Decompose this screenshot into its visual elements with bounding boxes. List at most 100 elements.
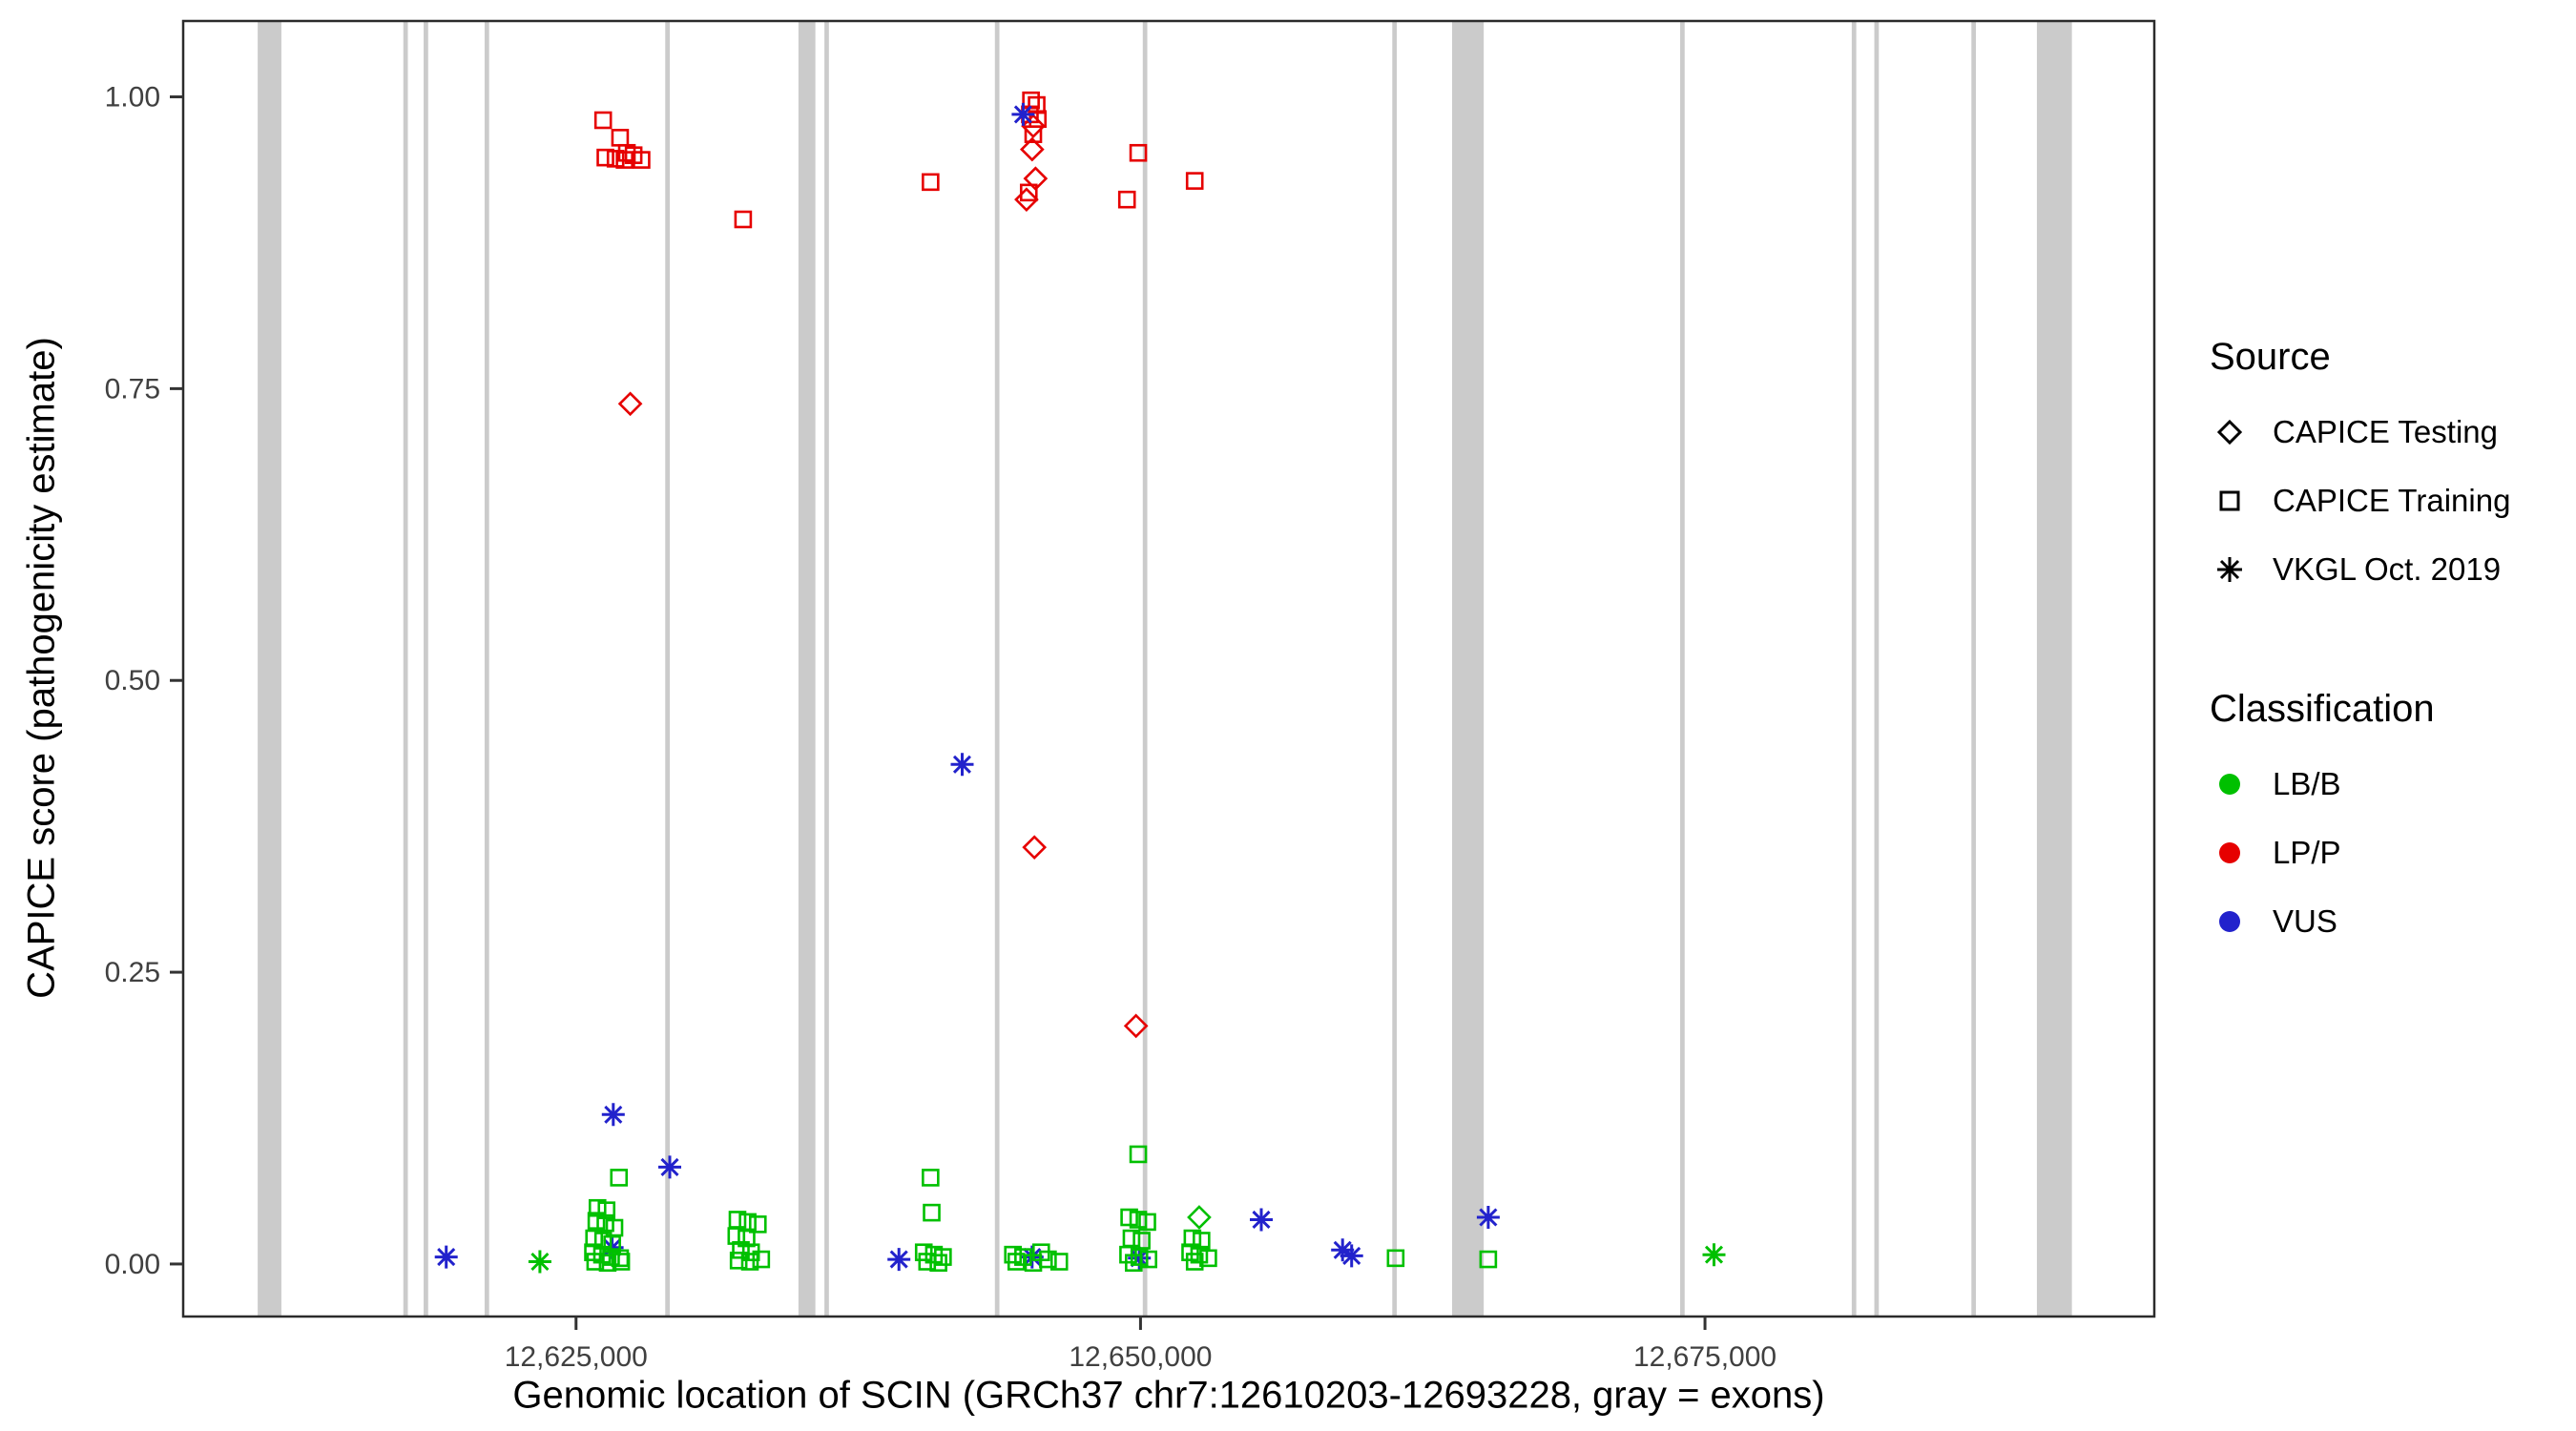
y-tick-label: 0.00 bbox=[105, 1249, 160, 1280]
exon-band bbox=[403, 21, 408, 1317]
blue-dot-icon bbox=[2210, 902, 2250, 942]
data-point-square bbox=[597, 1201, 616, 1219]
data-point-square bbox=[1138, 1213, 1156, 1232]
legend-item-label: LB/B bbox=[2273, 766, 2341, 801]
data-point-asterisk bbox=[1011, 102, 1035, 126]
data-point-asterisk bbox=[1250, 1208, 1273, 1232]
legend-item-label: CAPICE Training bbox=[2273, 483, 2511, 518]
data-point-asterisk bbox=[1020, 1245, 1044, 1269]
data-point-square bbox=[1479, 1250, 1498, 1269]
exon-band bbox=[994, 21, 1000, 1317]
data-point-diamond bbox=[1022, 835, 1048, 861]
y-tick-label: 0.25 bbox=[105, 957, 160, 988]
data-point-asterisk bbox=[601, 1103, 625, 1127]
data-point-square bbox=[1117, 190, 1136, 209]
exon-band bbox=[484, 21, 489, 1317]
data-point-square bbox=[586, 1253, 605, 1271]
data-point-square bbox=[598, 1254, 617, 1273]
exon-band bbox=[1874, 21, 1880, 1317]
data-point-asterisk bbox=[1331, 1238, 1355, 1262]
data-point-square bbox=[1129, 1145, 1148, 1164]
y-tick-label: 0.50 bbox=[105, 665, 160, 696]
data-point-square bbox=[584, 1243, 602, 1262]
y-tick-label: 0.75 bbox=[105, 373, 160, 404]
data-point-diamond bbox=[1187, 1205, 1212, 1230]
legend-item-label: LP/P bbox=[2273, 835, 2341, 870]
data-point-square bbox=[1125, 1254, 1143, 1273]
x-tick-label: 12,625,000 bbox=[505, 1341, 648, 1373]
data-point-square bbox=[752, 1250, 771, 1269]
exon-band bbox=[665, 21, 670, 1317]
data-point-diamond bbox=[1014, 187, 1039, 213]
exon-band bbox=[1971, 21, 1977, 1317]
legend-item-lpp: LP/P bbox=[2210, 819, 2510, 887]
data-point-square bbox=[596, 148, 614, 167]
data-point-square bbox=[1193, 1232, 1211, 1250]
legend-item-capice-testing: CAPICE Testing bbox=[2210, 398, 2510, 467]
x-tick-label: 12,650,000 bbox=[1069, 1341, 1212, 1373]
data-point-square bbox=[737, 1229, 756, 1248]
data-point-diamond bbox=[1123, 1013, 1149, 1039]
data-point-square bbox=[593, 111, 613, 130]
data-point-square bbox=[729, 1251, 748, 1270]
data-point-diamond bbox=[1021, 114, 1046, 138]
exon-band bbox=[824, 21, 829, 1317]
data-point-square bbox=[611, 129, 630, 147]
data-point-square bbox=[929, 1254, 947, 1273]
data-point-square bbox=[748, 1215, 767, 1234]
data-point-square bbox=[918, 1253, 937, 1271]
data-point-square bbox=[1024, 125, 1043, 143]
data-point-asterisk bbox=[434, 1245, 458, 1269]
data-point-square bbox=[606, 150, 625, 168]
data-point-asterisk bbox=[528, 1250, 551, 1274]
data-point-square bbox=[1024, 1254, 1043, 1273]
y-axis-title: CAPICE score (pathogenicity estimate) bbox=[20, 337, 63, 999]
data-point-square bbox=[922, 173, 940, 192]
exon-band bbox=[1452, 21, 1485, 1317]
plot-panel bbox=[181, 19, 2156, 1318]
exon-band bbox=[424, 21, 428, 1317]
exon-band bbox=[1851, 21, 1857, 1317]
data-point-asterisk bbox=[1702, 1243, 1726, 1267]
data-point-asterisk bbox=[887, 1248, 911, 1272]
data-point-square bbox=[923, 1203, 941, 1222]
data-point-square bbox=[596, 1213, 614, 1233]
legend-item-label: VKGL Oct. 2019 bbox=[2273, 551, 2502, 587]
exon-band bbox=[798, 21, 816, 1317]
red-dot-icon bbox=[2210, 833, 2250, 873]
exon-band bbox=[258, 21, 281, 1317]
data-point-square bbox=[734, 210, 753, 229]
exon-band bbox=[1142, 21, 1148, 1317]
legend-source-block: Source CAPICE Testing CAPICE Training bbox=[2210, 336, 2510, 604]
data-point-square bbox=[612, 1253, 631, 1271]
data-point-asterisk bbox=[600, 1235, 624, 1259]
exon-band bbox=[1680, 21, 1685, 1317]
data-point-diamond bbox=[617, 391, 643, 417]
data-point-diamond bbox=[1019, 136, 1045, 162]
data-point-square bbox=[1129, 1211, 1148, 1229]
data-point-asterisk bbox=[1340, 1244, 1363, 1268]
data-point-asterisk bbox=[1128, 1246, 1152, 1270]
data-point-square bbox=[740, 1253, 759, 1271]
data-point-square bbox=[1185, 172, 1204, 190]
legend: Source CAPICE Testing CAPICE Training bbox=[2210, 336, 2510, 956]
x-axis-title: Genomic location of SCIN (GRCh37 chr7:12… bbox=[512, 1374, 1825, 1417]
legend-item-vkgl: VKGL Oct. 2019 bbox=[2210, 535, 2510, 604]
x-tick-label: 12,675,000 bbox=[1633, 1341, 1776, 1373]
data-point-diamond bbox=[1023, 166, 1049, 192]
data-point-square bbox=[1120, 1208, 1138, 1227]
data-point-asterisk bbox=[658, 1155, 681, 1179]
data-point-square bbox=[1199, 1249, 1217, 1268]
data-point-square bbox=[615, 151, 634, 169]
data-point-square bbox=[587, 1212, 606, 1230]
square-icon bbox=[2210, 481, 2250, 521]
legend-item-label: CAPICE Testing bbox=[2273, 414, 2498, 449]
data-point-square bbox=[922, 1169, 940, 1187]
data-point-square bbox=[633, 151, 651, 169]
exon-band bbox=[2036, 21, 2072, 1317]
data-point-square bbox=[1185, 1253, 1204, 1271]
data-point-asterisk bbox=[950, 753, 974, 777]
data-point-square bbox=[1181, 1243, 1199, 1262]
data-point-square bbox=[1130, 1248, 1149, 1266]
